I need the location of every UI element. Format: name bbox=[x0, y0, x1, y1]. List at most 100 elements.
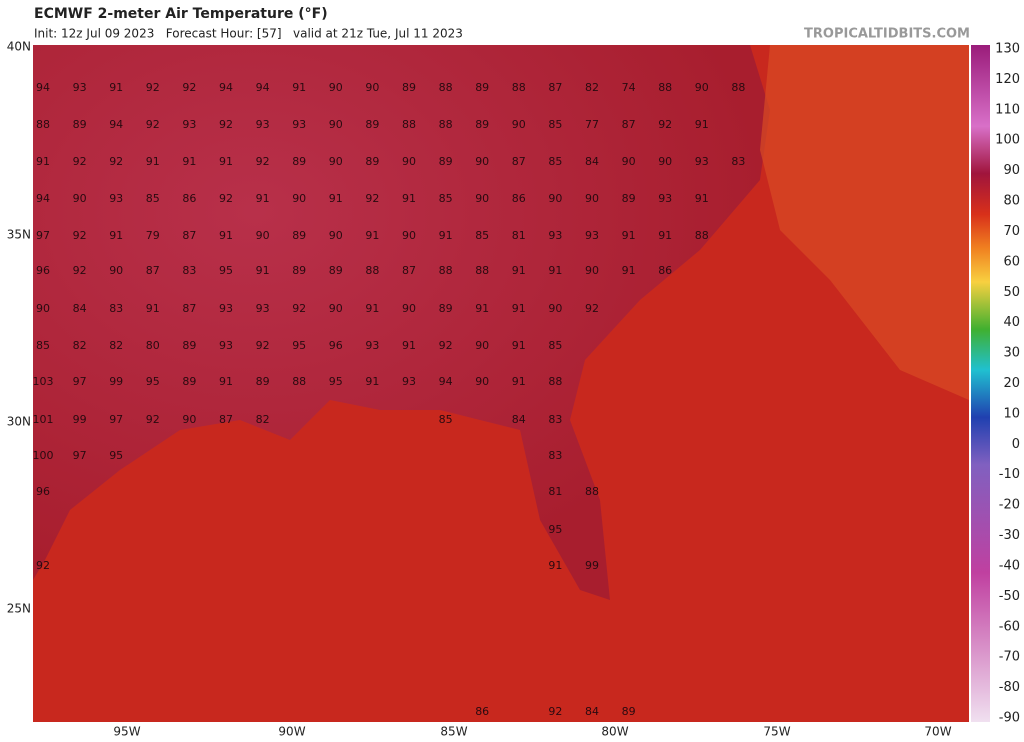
lon-label: 70W bbox=[924, 725, 951, 739]
temperature-value: 90 bbox=[182, 413, 196, 426]
temperature-value: 95 bbox=[548, 523, 562, 536]
warm-ocean bbox=[760, 45, 969, 400]
temperature-value: 91 bbox=[256, 192, 270, 205]
lon-label: 75W bbox=[763, 725, 790, 739]
lat-label: 35N bbox=[7, 228, 31, 242]
temperature-value: 95 bbox=[146, 375, 160, 388]
temperature-value: 92 bbox=[73, 229, 87, 242]
temperature-value: 90 bbox=[548, 192, 562, 205]
temperature-value: 95 bbox=[219, 264, 233, 277]
temperature-value: 92 bbox=[439, 339, 453, 352]
temperature-value: 89 bbox=[292, 264, 306, 277]
temperature-value: 96 bbox=[36, 264, 50, 277]
lon-label: 95W bbox=[113, 725, 140, 739]
temperature-value: 86 bbox=[182, 192, 196, 205]
temperature-value: 82 bbox=[585, 81, 599, 94]
temperature-value: 92 bbox=[219, 192, 233, 205]
temperature-value: 93 bbox=[73, 81, 87, 94]
colorbar-label: -10 bbox=[999, 467, 1020, 482]
temperature-value: 91 bbox=[109, 81, 123, 94]
temperature-value: 96 bbox=[36, 485, 50, 498]
temperature-value: 77 bbox=[585, 118, 599, 131]
temperature-value: 89 bbox=[256, 375, 270, 388]
temperature-value: 88 bbox=[585, 485, 599, 498]
temperature-value: 92 bbox=[146, 118, 160, 131]
colorbar-label: -60 bbox=[999, 619, 1020, 634]
colorbar-label: -50 bbox=[999, 589, 1020, 604]
colorbar-label: 70 bbox=[1003, 224, 1020, 239]
temperature-value: 90 bbox=[109, 264, 123, 277]
colorbar bbox=[971, 45, 990, 722]
temperature-value: 82 bbox=[256, 413, 270, 426]
temperature-value: 87 bbox=[182, 229, 196, 242]
temperature-value: 89 bbox=[622, 192, 636, 205]
temperature-value: 91 bbox=[109, 229, 123, 242]
temperature-value: 86 bbox=[512, 192, 526, 205]
temperature-value: 92 bbox=[658, 118, 672, 131]
temperature-value: 91 bbox=[548, 264, 562, 277]
temperature-value: 90 bbox=[585, 264, 599, 277]
temperature-value: 89 bbox=[365, 155, 379, 168]
temperature-value: 90 bbox=[658, 155, 672, 168]
colorbar-label: 110 bbox=[995, 102, 1020, 117]
temperature-value: 89 bbox=[622, 705, 636, 718]
temperature-value: 101 bbox=[33, 413, 54, 426]
temperature-value: 89 bbox=[475, 81, 489, 94]
temperature-value: 87 bbox=[146, 264, 160, 277]
temperature-value: 88 bbox=[36, 118, 50, 131]
temperature-value: 92 bbox=[585, 302, 599, 315]
map-layer: 40N 35N 30N 25N 95W 90W 85W 80W 75W 70W 94 93 91 92 92… bbox=[7, 40, 1020, 739]
temperature-value: 82 bbox=[109, 339, 123, 352]
temperature-value: 90 bbox=[475, 375, 489, 388]
colorbar-label: -70 bbox=[999, 650, 1020, 665]
temperature-value: 91 bbox=[256, 264, 270, 277]
temperature-value: 99 bbox=[585, 559, 599, 572]
temperature-value: 90 bbox=[329, 302, 343, 315]
temperature-value: 92 bbox=[292, 302, 306, 315]
temperature-value: 90 bbox=[402, 155, 416, 168]
temperature-value: 88 bbox=[439, 81, 453, 94]
temperature-value: 88 bbox=[365, 264, 379, 277]
temperature-value: 83 bbox=[109, 302, 123, 315]
temperature-value: 87 bbox=[512, 155, 526, 168]
temperature-value: 89 bbox=[73, 118, 87, 131]
temperature-value: 90 bbox=[329, 81, 343, 94]
temperature-value: 85 bbox=[36, 339, 50, 352]
colorbar-label: -90 bbox=[999, 711, 1020, 726]
temperature-value: 92 bbox=[548, 705, 562, 718]
temperature-value: 100 bbox=[33, 449, 54, 462]
temperature-value: 92 bbox=[73, 264, 87, 277]
temperature-value: 89 bbox=[365, 118, 379, 131]
temperature-value: 88 bbox=[439, 118, 453, 131]
temperature-value: 90 bbox=[475, 339, 489, 352]
temperature-value: 93 bbox=[256, 302, 270, 315]
temperature-value: 88 bbox=[512, 81, 526, 94]
temperature-value: 87 bbox=[402, 264, 416, 277]
temperature-value: 91 bbox=[658, 229, 672, 242]
temperature-value: 99 bbox=[109, 375, 123, 388]
temperature-value: 83 bbox=[548, 413, 562, 426]
temperature-value: 85 bbox=[439, 413, 453, 426]
temperature-value: 94 bbox=[109, 118, 123, 131]
colorbar-label: -80 bbox=[999, 680, 1020, 695]
temperature-value: 92 bbox=[365, 192, 379, 205]
temperature-value: 93 bbox=[585, 229, 599, 242]
temperature-value: 93 bbox=[548, 229, 562, 242]
temperature-value: 85 bbox=[439, 192, 453, 205]
temperature-value: 92 bbox=[256, 155, 270, 168]
temperature-value: 92 bbox=[73, 155, 87, 168]
temperature-value: 90 bbox=[512, 118, 526, 131]
temperature-value: 91 bbox=[548, 559, 562, 572]
temperature-value: 90 bbox=[73, 192, 87, 205]
temperature-value: 91 bbox=[402, 192, 416, 205]
temperature-value: 93 bbox=[365, 339, 379, 352]
site-name: TROPICALTIDBITS.COM bbox=[804, 27, 970, 42]
lon-label: 85W bbox=[440, 725, 467, 739]
colorbar-label: -20 bbox=[999, 498, 1020, 513]
temperature-value: 90 bbox=[402, 229, 416, 242]
temperature-value: 91 bbox=[219, 155, 233, 168]
temperature-value: 93 bbox=[219, 302, 233, 315]
temperature-value: 82 bbox=[73, 339, 87, 352]
temperature-value: 93 bbox=[109, 192, 123, 205]
